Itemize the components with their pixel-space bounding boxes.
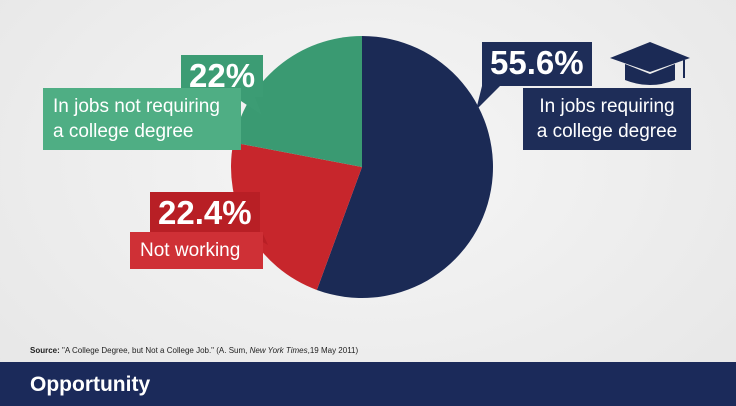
pointer xyxy=(235,97,262,115)
pie-slice xyxy=(316,36,494,298)
source-label: Source: xyxy=(30,346,60,355)
footer-bar: Opportunity xyxy=(0,362,736,406)
source-text: "A College Degree, but Not a College Job… xyxy=(62,346,250,355)
source-date: ,19 May 2011) xyxy=(307,346,359,355)
pie-slice xyxy=(233,36,362,167)
footer-title: Opportunity xyxy=(30,373,151,396)
source-publication: New York Times xyxy=(249,346,308,355)
category-label: In jobs requiring a college degree xyxy=(523,88,691,150)
value-label: 22.4% xyxy=(150,192,260,232)
value-label: 55.6% xyxy=(482,42,592,86)
category-label: Not working xyxy=(130,232,263,269)
pointer xyxy=(476,86,500,110)
graduation-cap-icon xyxy=(610,42,690,85)
pie-slice xyxy=(231,142,362,290)
source: Source: "A College Degree, but Not a Col… xyxy=(30,346,358,355)
chart xyxy=(231,36,690,298)
category-label: In jobs not requiring a college degree xyxy=(43,88,241,150)
